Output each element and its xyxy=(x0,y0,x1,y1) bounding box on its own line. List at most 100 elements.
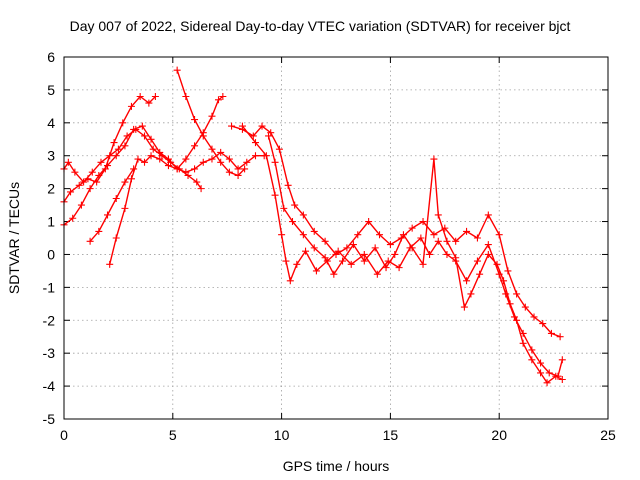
data-point xyxy=(119,119,127,127)
data-point xyxy=(199,158,207,166)
data-point xyxy=(430,231,438,239)
data-point xyxy=(312,267,320,275)
grid-layer xyxy=(64,57,608,419)
data-point xyxy=(64,158,72,166)
data-point xyxy=(234,165,242,173)
data-point xyxy=(365,218,373,226)
x-tick-label: 25 xyxy=(600,427,616,443)
data-point xyxy=(547,329,555,337)
data-point xyxy=(382,264,390,272)
y-tick-label: -2 xyxy=(43,312,56,328)
series-trace xyxy=(241,125,563,377)
data-point xyxy=(208,145,216,153)
data-point xyxy=(241,165,249,173)
data-point xyxy=(217,148,225,156)
data-point xyxy=(262,152,270,160)
data-point xyxy=(513,290,521,298)
data-point xyxy=(302,247,310,255)
data-point xyxy=(552,372,560,380)
series-trace xyxy=(63,95,156,203)
series-trace xyxy=(231,125,561,338)
data-point xyxy=(502,290,510,298)
data-point xyxy=(243,158,251,166)
data-point xyxy=(434,211,442,219)
data-point xyxy=(408,224,416,232)
data-point xyxy=(556,333,564,341)
data-point xyxy=(354,231,362,239)
data-point xyxy=(182,92,190,100)
plot-frame xyxy=(63,56,609,420)
data-point xyxy=(443,237,451,245)
data-point xyxy=(278,231,286,239)
data-point xyxy=(97,158,105,166)
data-point xyxy=(528,356,536,364)
data-point xyxy=(217,158,225,166)
x-tick-label: 10 xyxy=(274,427,290,443)
y-tick-label: 2 xyxy=(47,181,55,197)
data-point xyxy=(310,244,318,252)
data-point xyxy=(147,135,155,143)
data-point xyxy=(291,201,299,209)
data-point xyxy=(434,237,442,245)
data-point xyxy=(493,260,501,268)
series-pass-9 xyxy=(265,132,566,387)
data-point xyxy=(147,152,155,160)
data-point xyxy=(95,227,103,235)
data-point xyxy=(110,139,118,147)
x-tick-label: 20 xyxy=(491,427,507,443)
data-point xyxy=(271,158,279,166)
data-point xyxy=(419,218,427,226)
series-trace xyxy=(109,95,224,265)
data-point xyxy=(151,92,159,100)
data-point xyxy=(214,96,222,104)
series-pass-7 xyxy=(228,122,564,341)
data-point xyxy=(495,231,503,239)
series-pass-3 xyxy=(60,122,268,229)
series-trace xyxy=(267,135,563,384)
data-point xyxy=(334,247,342,255)
data-point xyxy=(473,257,481,265)
y-axis-label: SDTVAR / TECUs xyxy=(6,182,22,294)
data-point xyxy=(430,155,438,163)
data-point xyxy=(121,142,129,150)
data-point xyxy=(77,201,85,209)
data-point xyxy=(127,175,135,183)
data-point xyxy=(88,168,96,176)
series-pass-5 xyxy=(173,66,249,179)
data-point xyxy=(371,244,379,252)
x-tick-label: 0 xyxy=(60,427,68,443)
data-layer xyxy=(60,66,566,387)
data-point xyxy=(417,234,425,242)
data-point xyxy=(284,181,292,189)
series-pass-8 xyxy=(238,122,566,380)
data-point xyxy=(373,270,381,278)
data-point xyxy=(463,277,471,285)
data-point xyxy=(545,369,553,377)
data-point xyxy=(288,218,296,226)
data-point xyxy=(539,320,547,328)
data-point xyxy=(484,250,492,258)
data-point xyxy=(134,155,142,163)
series-pass-6 xyxy=(86,165,138,245)
data-point xyxy=(258,122,266,130)
data-point xyxy=(112,195,120,203)
data-point xyxy=(141,158,149,166)
data-point xyxy=(310,227,318,235)
y-tick-label: 5 xyxy=(47,82,55,98)
data-point xyxy=(86,237,94,245)
data-point xyxy=(349,241,357,249)
data-point xyxy=(130,125,138,133)
data-point xyxy=(114,145,122,153)
data-point xyxy=(112,234,120,242)
data-point xyxy=(71,168,79,176)
data-point xyxy=(104,211,112,219)
y-tick-label: -3 xyxy=(43,345,56,361)
data-point xyxy=(391,250,399,258)
data-point xyxy=(67,188,75,196)
data-point xyxy=(112,152,120,160)
series-trace xyxy=(63,125,265,226)
data-point xyxy=(95,171,103,179)
data-point xyxy=(238,122,246,130)
data-point xyxy=(386,241,394,249)
data-point xyxy=(399,231,407,239)
